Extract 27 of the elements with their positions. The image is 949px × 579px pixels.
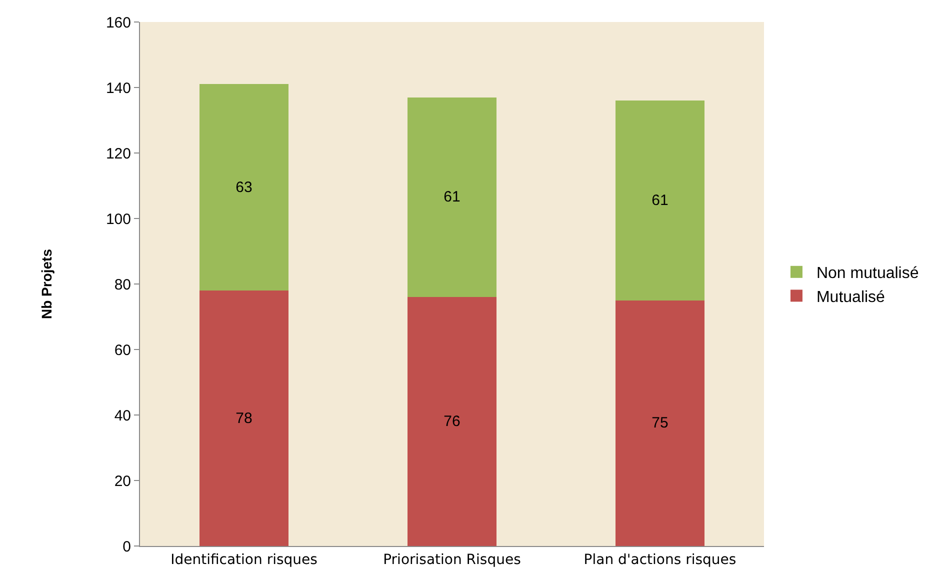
data-label: 61 xyxy=(652,192,668,209)
bar xyxy=(615,300,705,546)
data-label: 61 xyxy=(444,188,460,206)
y-tick-label: 40 xyxy=(114,407,131,424)
data-label: 76 xyxy=(444,413,460,430)
bar xyxy=(199,290,289,546)
data-label: 78 xyxy=(236,410,252,427)
data-label: 75 xyxy=(652,414,668,432)
bar xyxy=(615,100,705,300)
x-tick-label: Priorisation Risques xyxy=(383,552,521,568)
y-tick-label: 0 xyxy=(122,538,131,556)
y-axis-title: Nb Projets xyxy=(38,248,55,320)
y-tick-label: 20 xyxy=(114,472,131,490)
y-tick-label: 160 xyxy=(106,14,131,32)
legend-label: Non mutualisé xyxy=(816,265,919,282)
y-tick-label: 80 xyxy=(114,276,131,294)
bar xyxy=(407,97,497,298)
legend-label: Mutualisé xyxy=(816,288,886,306)
x-tick-label: Identification risques xyxy=(170,552,318,568)
y-tick-label: 60 xyxy=(114,342,131,359)
y-tick-label: 140 xyxy=(106,80,131,97)
bar xyxy=(199,84,289,291)
y-tick-label: 100 xyxy=(106,210,131,228)
data-label: 63 xyxy=(236,178,252,196)
bar xyxy=(407,297,497,546)
y-tick-label: 120 xyxy=(106,145,131,162)
x-tick-label: Plan d'actions risques xyxy=(584,552,736,568)
